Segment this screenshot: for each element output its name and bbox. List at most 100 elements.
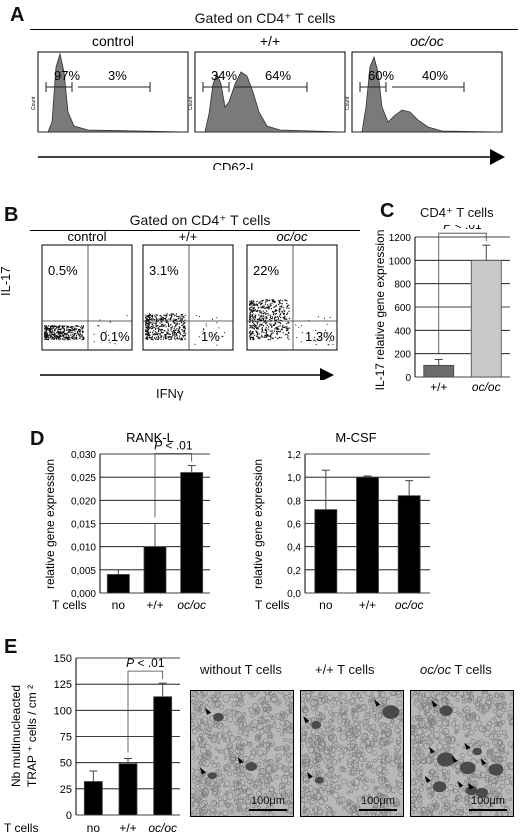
panel-b-gate-title: Gated on CD4⁺ T cells	[129, 212, 271, 228]
category-label: no	[319, 598, 333, 612]
dotplot: control 0.5% 0.1%	[41, 230, 133, 351]
category-label: oc/oc	[472, 380, 501, 394]
panel-e-chart: 0 25 50 75 100 125 150 no +/+ oc/oc P < .01 Nb mult…	[4, 653, 180, 835]
scale-bar-label: 100μm	[251, 795, 285, 807]
trap-positive-cell	[245, 762, 257, 772]
photo-3-title-italic: oc/oc	[420, 662, 452, 677]
bar	[356, 476, 379, 594]
dotplot-events	[249, 299, 334, 346]
category-label: +/+	[359, 598, 376, 612]
panel-a-letter: A	[10, 4, 25, 26]
y-tick-label: 0,0	[287, 589, 301, 600]
panel-c-letter: C	[380, 200, 395, 222]
y-tick-label: 0,015	[71, 520, 96, 531]
histogram-title: +/+	[260, 33, 280, 49]
panel-c-y-label: IL-17 relative gene expression	[373, 230, 387, 391]
rankl-y-label: relative gene expression	[43, 459, 57, 589]
p-symbol: P	[126, 656, 134, 670]
trap-positive-cell	[213, 712, 224, 722]
trap-positive-cell	[311, 721, 322, 729]
panel-c-title: CD4⁺ T cells	[420, 205, 494, 220]
y-tick-label: 0	[66, 810, 72, 822]
count-axis-label: Count	[188, 96, 194, 110]
arrowhead-marker	[431, 700, 438, 708]
histogram-curve	[195, 71, 346, 133]
y-tick-label: 0,8	[287, 496, 301, 507]
panel-b-letter: B	[4, 204, 19, 226]
scale-bar	[249, 809, 287, 811]
arrowhead-marker	[464, 742, 471, 750]
category-label: oc/oc	[177, 598, 206, 612]
arrowhead-marker	[306, 771, 313, 779]
panel-e-y-label-line1: Nb multinucleacted	[9, 685, 23, 787]
scale-bar	[469, 809, 507, 811]
scale-bar	[359, 809, 397, 811]
tissue-texture	[191, 691, 293, 816]
y-tick-label: 0	[405, 373, 411, 384]
y-tick-label: 25	[60, 784, 72, 796]
trap-positive-cell	[459, 761, 476, 775]
quadrant-lower-right-percent: 1%	[201, 329, 220, 344]
trap-positive-cell	[439, 705, 453, 716]
photo-3-title-rest: T cells	[451, 662, 492, 677]
histogram-plot: oc/oc 60% 40% Count	[345, 33, 503, 133]
arrowhead-marker	[457, 780, 464, 788]
histogram-title: oc/oc	[410, 33, 443, 49]
trap-positive-cell	[465, 785, 478, 796]
quadrant-upper-left-percent: 3.1%	[149, 263, 179, 278]
y-tick-label: 400	[394, 326, 411, 337]
histogram-curve	[38, 52, 189, 133]
gate-positive-percent: 40%	[422, 68, 448, 83]
trap-positive-cell	[475, 787, 489, 798]
y-tick-label: 1,2	[287, 450, 301, 461]
y-tick-label: 100	[54, 705, 72, 717]
gate-negative-percent: 34%	[211, 68, 237, 83]
bar	[180, 472, 204, 594]
panel-b-header-line	[30, 230, 360, 231]
tissue-texture	[301, 691, 403, 816]
significance-bracket	[127, 670, 164, 753]
mcsf-title: M-CSF	[335, 430, 376, 445]
dotplot-title: oc/oc	[276, 230, 308, 244]
dotplot-events	[44, 315, 128, 345]
y-tick-label: 0,020	[71, 496, 96, 507]
dotplot: oc/oc 22% 1.3%	[246, 230, 338, 351]
dotplot-title: +/+	[179, 230, 198, 244]
count-axis-label: Count	[31, 96, 37, 110]
dotplot-frame	[41, 244, 133, 351]
photo-3-title: oc/oc T cells	[420, 662, 492, 677]
y-tick-label: 600	[394, 303, 411, 314]
mcsf-row-label: T cells	[255, 598, 289, 612]
photo-2-title: +/+ T cells	[315, 662, 375, 677]
p-value-annotation: P < .01	[443, 225, 482, 232]
bar	[118, 763, 138, 816]
significance-bracket	[438, 232, 487, 354]
y-tick-label: 200	[394, 350, 411, 361]
dotplot-title: control	[67, 230, 106, 244]
bar	[143, 546, 167, 594]
p-value-annotation: P < .01	[126, 656, 165, 670]
y-tick-label: 50	[60, 758, 72, 770]
y-tick-label: 0,4	[287, 543, 301, 554]
cd62l-axis-arrow	[490, 149, 505, 165]
quadrant-lower-right-percent: 1.3%	[305, 329, 335, 344]
y-tick-label: 0,2	[287, 566, 301, 577]
category-label: +/+	[119, 821, 136, 835]
y-tick-label: 1000	[389, 256, 412, 267]
p-threshold: < .01	[162, 439, 193, 453]
micrograph-wt-t-cells: 100μm	[300, 690, 404, 817]
panel-c-chart: 0 200 400 600 800 1000 1200 +/+ oc/oc P < .01 IL-1…	[373, 225, 510, 394]
y-tick-label: 125	[54, 679, 72, 691]
panel-d-letter: D	[30, 428, 45, 450]
scale-bar-label: 100μm	[471, 795, 505, 807]
panel-e-letter: E	[4, 636, 18, 658]
y-tick-label: 1200	[389, 233, 412, 244]
histogram-plot: control 97% 3% Count	[31, 33, 189, 133]
mcsf-y-label: relative gene expression	[251, 459, 265, 589]
micrograph-ococ-t-cells: 100μm	[410, 690, 514, 817]
gate-positive-percent: 3%	[108, 68, 127, 83]
arrowhead-marker	[199, 767, 206, 775]
p-value-annotation: P < .01	[154, 439, 193, 453]
y-tick-label: 800	[394, 280, 411, 291]
panel-a-gate-title: Gated on CD4⁺ T cells	[194, 10, 336, 26]
